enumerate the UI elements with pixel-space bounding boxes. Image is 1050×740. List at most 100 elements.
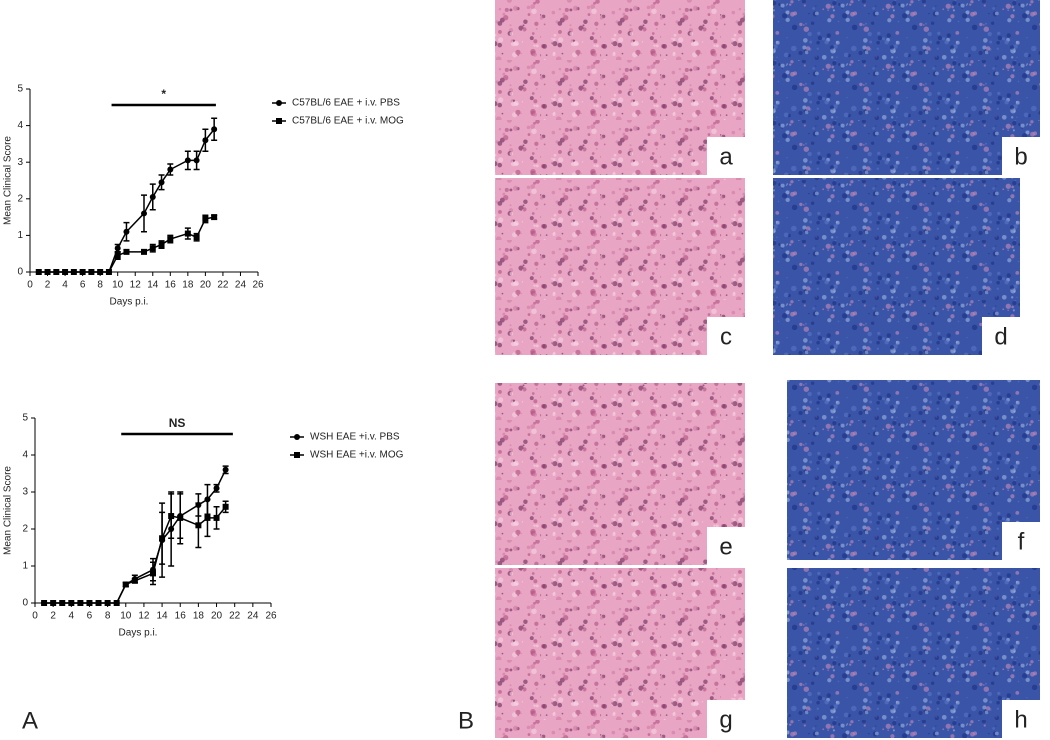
data-point: [184, 157, 191, 164]
y-axis-label: Mean Clinical Score: [3, 466, 14, 555]
x-tick-label: 6: [80, 280, 86, 291]
data-point: [88, 269, 95, 275]
y-tick-label: 4: [17, 120, 23, 131]
histology-image: [787, 380, 1040, 560]
data-point: [123, 248, 130, 255]
x-axis-label: Days p.i.: [119, 628, 158, 639]
data-point: [213, 485, 220, 492]
data-point: [211, 214, 218, 221]
data-point: [159, 535, 166, 542]
histology-image: [495, 0, 745, 175]
legend-marker: [294, 434, 300, 440]
x-tick-label: 18: [182, 280, 194, 291]
legend-marker: [294, 452, 300, 458]
histology-image: [495, 178, 745, 355]
significance-label: *: [161, 87, 166, 101]
x-tick-label: 0: [32, 611, 38, 622]
x-tick-label: 26: [265, 611, 277, 622]
x-tick-label: 24: [235, 280, 247, 291]
image-label: c: [720, 323, 732, 350]
data-point: [177, 514, 184, 521]
x-tick-label: 4: [62, 280, 68, 291]
y-tick-label: 5: [22, 413, 28, 424]
data-point: [86, 600, 93, 606]
histology-image: [495, 568, 745, 738]
data-point: [79, 269, 86, 275]
data-point: [68, 600, 75, 606]
data-point: [149, 193, 156, 200]
data-point: [211, 126, 218, 133]
data-point: [168, 513, 175, 520]
image-label-box: [707, 137, 745, 175]
data-point: [114, 245, 121, 252]
data-point: [114, 252, 121, 259]
x-tick-label: 16: [165, 280, 177, 291]
histology-image: [787, 568, 1040, 738]
data-point: [97, 269, 104, 275]
data-point: [95, 600, 102, 606]
x-tick-label: 26: [252, 280, 264, 291]
image-label-box: [1002, 522, 1040, 560]
data-point: [167, 236, 174, 243]
image-label-box: [707, 527, 745, 565]
data-point: [77, 600, 84, 606]
x-tick-label: 2: [45, 280, 51, 291]
legend-label: WSH EAE +i.v. MOG: [310, 450, 404, 461]
panel-label: B: [458, 707, 474, 734]
data-point: [35, 269, 42, 275]
x-tick-label: 18: [193, 611, 205, 622]
data-point: [131, 577, 138, 584]
image-label-box: [1002, 137, 1040, 175]
image-label: g: [719, 706, 732, 733]
x-tick-label: 14: [147, 280, 159, 291]
y-tick-label: 5: [17, 84, 23, 95]
image-label: a: [719, 143, 733, 170]
image-label: b: [1014, 143, 1027, 170]
data-point: [193, 234, 200, 241]
y-tick-label: 2: [17, 193, 23, 204]
data-point: [59, 600, 66, 606]
x-tick-label: 14: [157, 611, 169, 622]
legend-label: C57BL/6 EAE + i.v. PBS: [292, 98, 400, 109]
data-point: [193, 157, 200, 164]
x-axis-label: Days p.i.: [110, 297, 149, 308]
histology-image: [495, 383, 745, 565]
y-tick-label: 2: [22, 524, 28, 535]
data-point: [150, 570, 156, 577]
image-label: e: [719, 533, 732, 560]
data-point: [122, 581, 129, 588]
data-point: [53, 269, 60, 275]
x-tick-label: 4: [69, 611, 75, 622]
image-label-box: [707, 700, 745, 738]
x-tick-label: 10: [112, 280, 124, 291]
x-tick-label: 16: [175, 611, 187, 622]
image-label: h: [1014, 706, 1027, 733]
data-point: [62, 269, 69, 275]
histology-image: [773, 178, 1020, 355]
y-tick-label: 1: [22, 561, 28, 572]
y-tick-label: 3: [17, 157, 23, 168]
data-point: [222, 503, 229, 510]
data-point: [204, 514, 211, 521]
data-point: [158, 179, 165, 186]
panel-label: A: [22, 707, 38, 734]
y-tick-label: 0: [17, 267, 23, 278]
data-point: [184, 230, 191, 237]
image-label-box: [707, 317, 745, 355]
y-axis-label: Mean Clinical Score: [3, 136, 14, 225]
x-tick-label: 20: [211, 611, 223, 622]
legend-marker: [276, 100, 282, 106]
y-tick-label: 1: [17, 230, 23, 241]
legend-label: C57BL/6 EAE + i.v. MOG: [292, 116, 404, 127]
data-point: [158, 241, 165, 248]
data-point: [105, 269, 112, 275]
data-point: [141, 210, 147, 217]
x-tick-label: 12: [130, 280, 142, 291]
data-point: [50, 600, 57, 606]
data-point: [141, 248, 147, 255]
significance-label: NS: [169, 416, 186, 430]
data-point: [41, 600, 48, 606]
data-point: [213, 514, 220, 521]
y-tick-label: 0: [22, 598, 28, 609]
